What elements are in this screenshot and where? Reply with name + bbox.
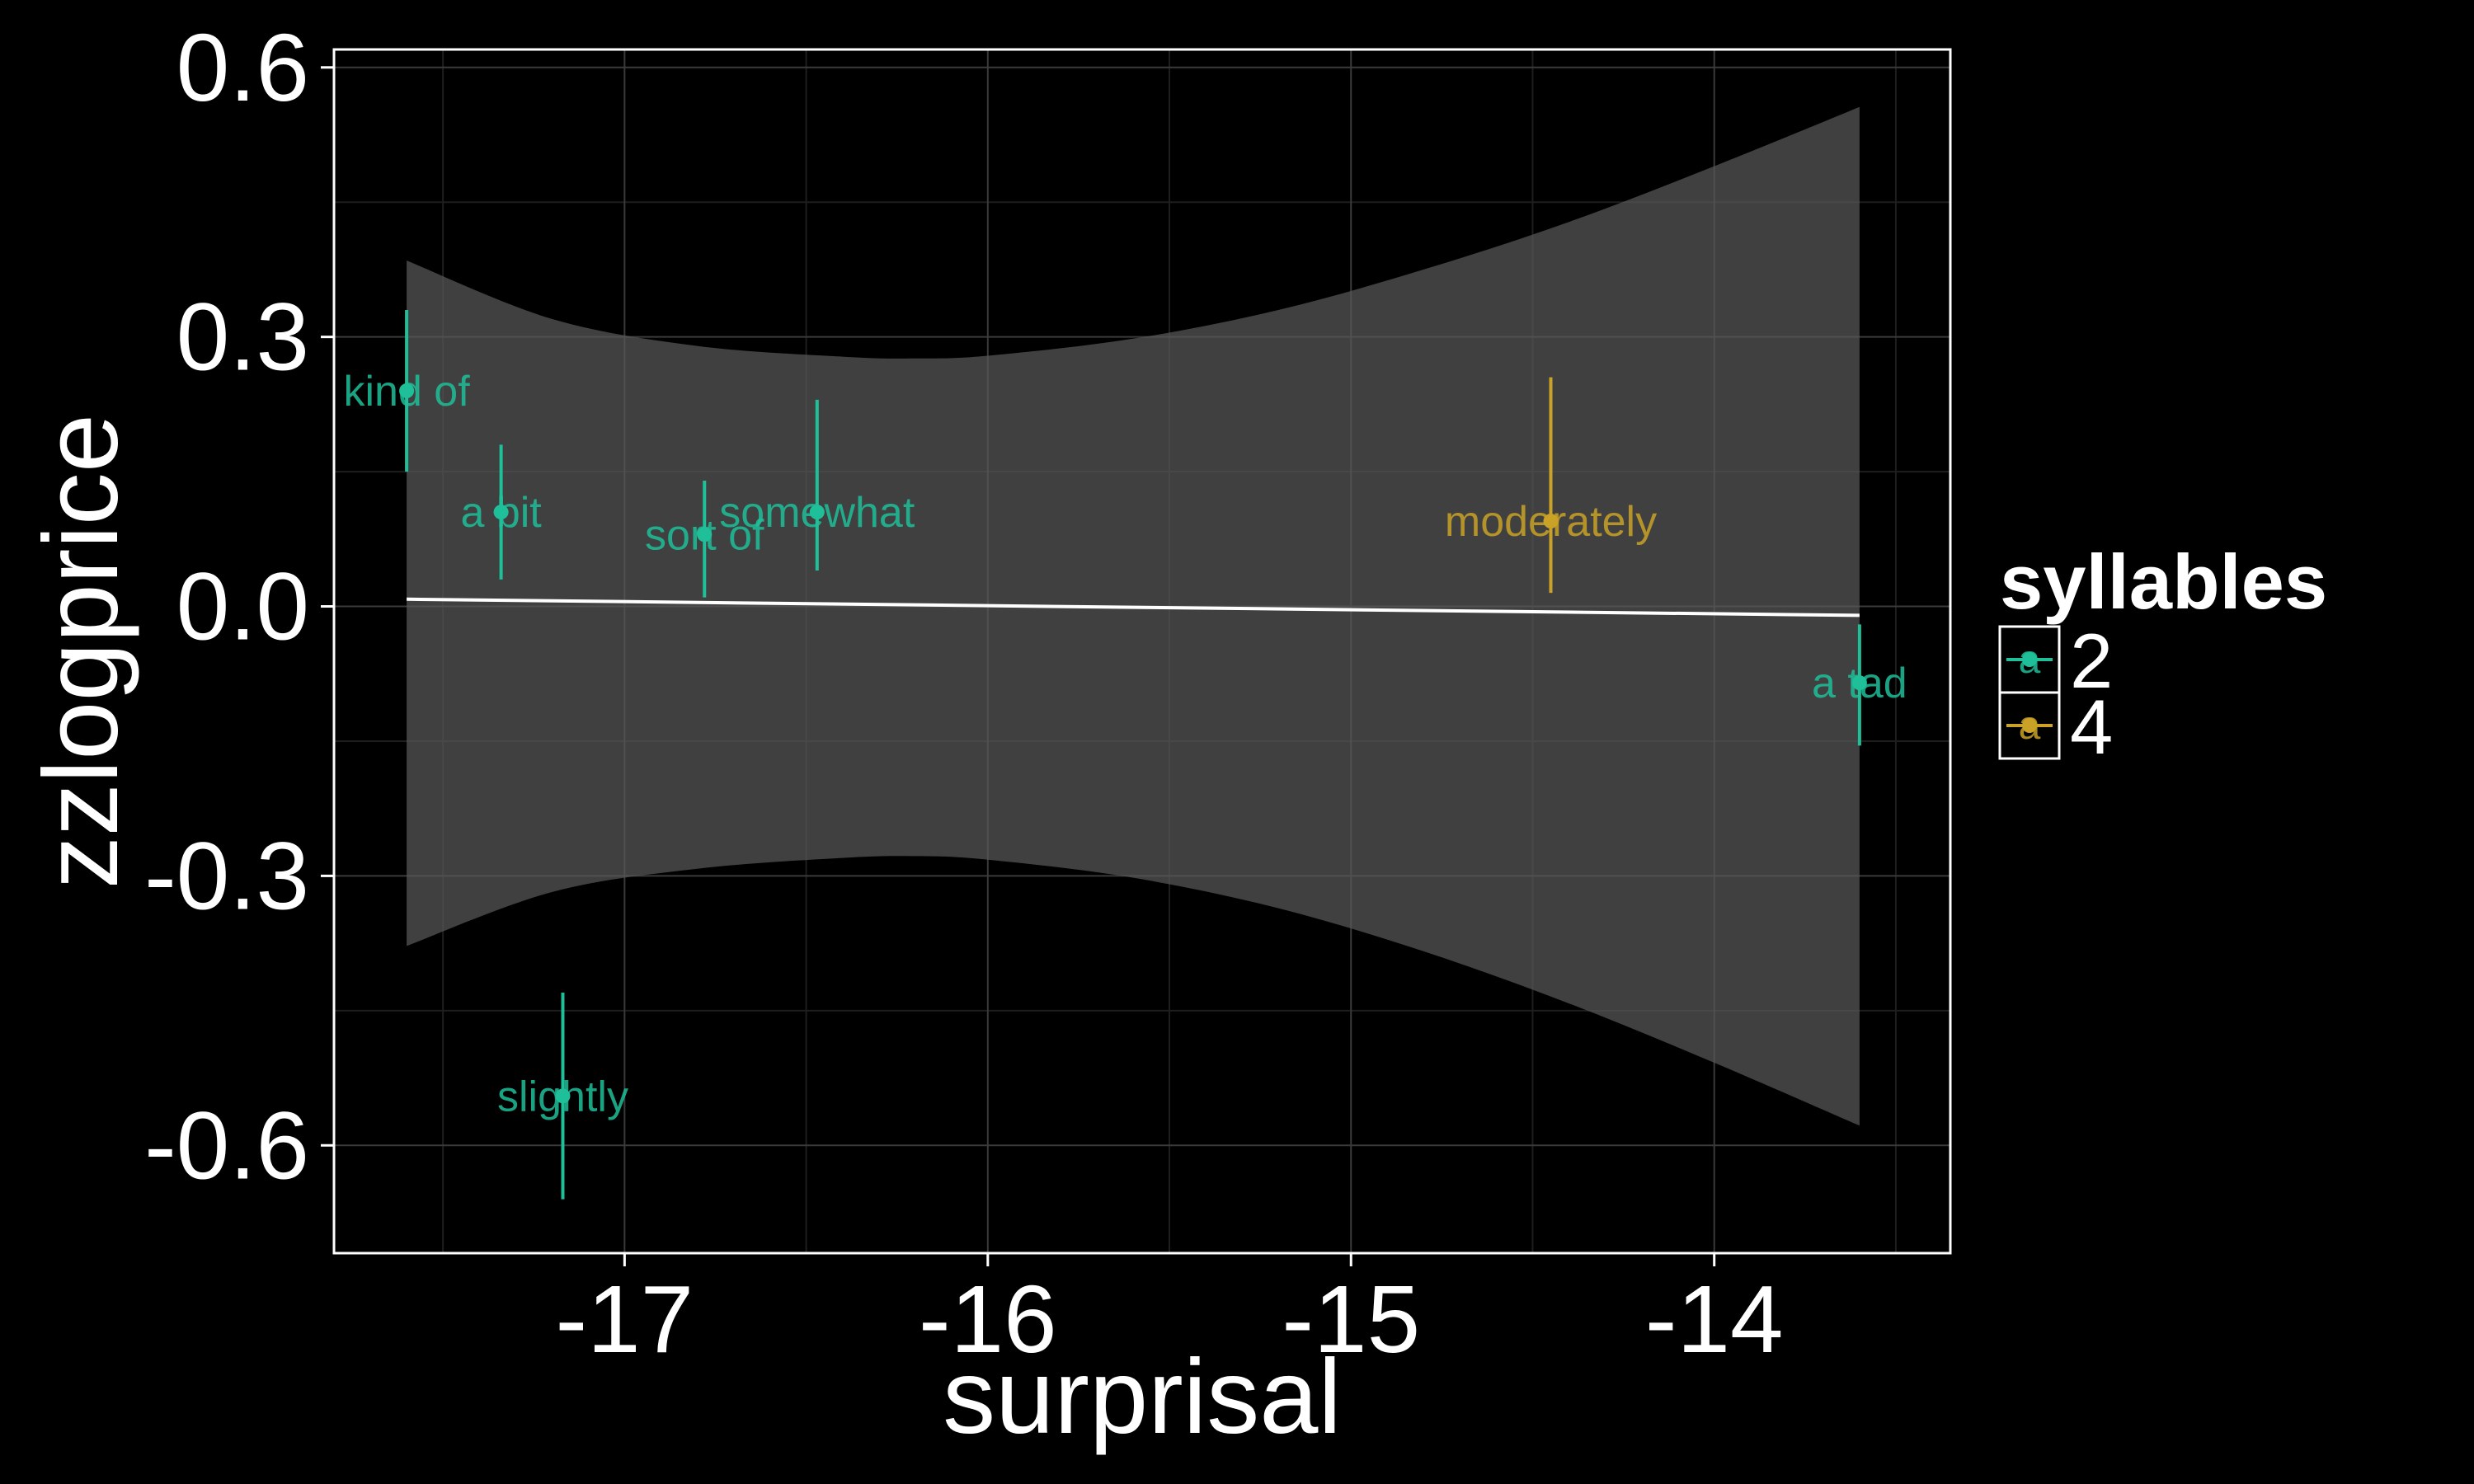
data-point-group: a tad — [1812, 624, 1907, 746]
data-point — [399, 383, 415, 399]
y-tick-label: -0.6 — [144, 1092, 309, 1199]
fit-line-layer — [407, 597, 1860, 618]
point-label: a bit — [460, 489, 542, 537]
data-point-group: kind of — [343, 309, 470, 472]
point-label: a tad — [1812, 660, 1907, 707]
data-point-group: somewhat — [719, 399, 915, 571]
data-point — [1851, 675, 1867, 691]
x-axis-title: surprisal — [943, 1338, 1342, 1456]
data-point — [809, 505, 825, 520]
data-point-group: moderately — [1445, 377, 1657, 594]
data-point-group: sort of — [645, 480, 764, 598]
point-label: sort of — [645, 511, 764, 559]
data-point — [493, 505, 509, 520]
y-tick-label: 0.0 — [176, 553, 309, 660]
axes-layer: -17 -16 -15 -14 -0.6 -0.3 0.0 0.3 0.6 — [144, 14, 1783, 1373]
legend-label: 4 — [2070, 683, 2113, 770]
plot-panel-border — [332, 48, 1952, 1255]
fit-line — [407, 597, 1860, 618]
y-axis-title: zzlogprice — [22, 414, 140, 889]
x-tick-label: -15 — [1282, 1266, 1420, 1373]
x-tick-label: -14 — [1645, 1266, 1784, 1373]
legend: syllables a 2a 4 — [1998, 538, 2327, 770]
y-tick-label: -0.3 — [144, 822, 309, 929]
data-point — [697, 527, 713, 542]
point-label: moderately — [1445, 498, 1657, 546]
data-point-group: a bit — [460, 444, 542, 580]
x-tick-label: -17 — [556, 1266, 694, 1373]
data-point-group: slightly — [497, 993, 628, 1200]
legend-label: 2 — [2070, 618, 2113, 704]
confidence-band-layer — [407, 106, 1860, 1126]
x-tick-label: -16 — [919, 1266, 1057, 1373]
point-label: slightly — [497, 1073, 628, 1120]
legend-key-glyph: a — [2019, 638, 2041, 682]
data-point — [555, 1088, 571, 1104]
confidence-band — [407, 106, 1860, 1126]
point-label: kind of — [343, 368, 470, 416]
y-tick-label: 0.6 — [176, 14, 309, 121]
legend-key-point — [2022, 652, 2037, 667]
legend-key-glyph: a — [2019, 704, 2041, 748]
y-tick-label: 0.3 — [176, 284, 309, 391]
point-label: somewhat — [719, 489, 915, 537]
legend-key-point — [2022, 718, 2037, 733]
data-point — [1543, 514, 1559, 529]
legend-title: syllables — [2000, 538, 2327, 625]
